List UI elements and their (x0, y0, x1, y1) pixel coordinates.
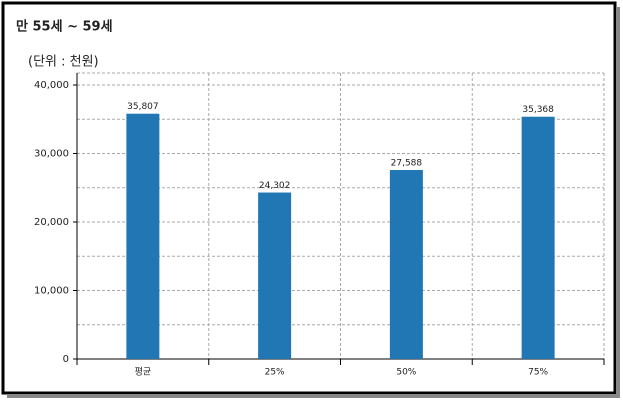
x-tick-label: 평균 (135, 367, 152, 378)
chart-title: 만 55세 ~ 59세 (16, 19, 113, 35)
y-tick-label: 10,000 (34, 286, 69, 297)
bar (126, 113, 160, 360)
frame (1, 1, 617, 395)
bar (389, 170, 423, 359)
shadow (7, 394, 620, 398)
bar (258, 192, 292, 359)
y-tick-label: 20,000 (34, 217, 69, 228)
value-label: 35,807 (127, 102, 159, 112)
x-tick-label: 50% (396, 368, 416, 378)
subtitle: (단위 : 천원) (28, 55, 99, 70)
value-label: 24,302 (259, 181, 291, 191)
value-label: 27,588 (391, 159, 423, 169)
y-tick-label: 30,000 (34, 149, 69, 160)
value-label: 35,368 (522, 105, 554, 115)
x-tick-label: 75% (528, 368, 548, 378)
bar (521, 116, 555, 359)
x-tick-label: 25% (265, 368, 285, 378)
y-tick-label: 40,000 (34, 80, 69, 91)
y-tick-label: 0 (63, 354, 69, 365)
shadow (616, 7, 620, 397)
